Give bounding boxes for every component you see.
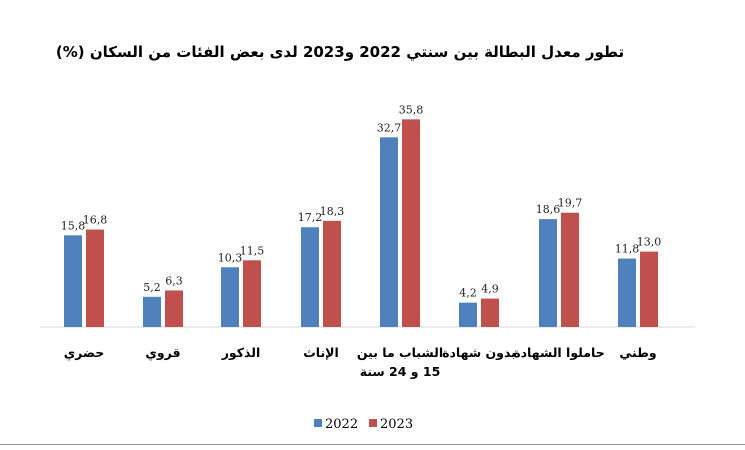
data-label-2022-4: 32,7 xyxy=(377,121,402,134)
bar-2023-6 xyxy=(561,212,579,327)
category-label-6: حاملوا الشهادة xyxy=(513,345,604,360)
bar-2022-7 xyxy=(618,258,636,327)
data-label-2022-3: 17,2 xyxy=(298,211,323,224)
legend-label-2022: 2022 xyxy=(325,417,358,432)
bar-2023-1 xyxy=(165,290,183,327)
data-label-2023-1: 6,3 xyxy=(165,274,183,287)
bar-2023-2 xyxy=(243,260,261,327)
bar-2023-7 xyxy=(640,251,658,327)
footer-rule xyxy=(0,444,745,445)
category-label-2: الذكور xyxy=(221,345,261,360)
data-label-2022-1: 5,2 xyxy=(143,281,161,294)
data-label-2022-0: 15,8 xyxy=(61,219,86,232)
data-label-2023-3: 18,3 xyxy=(320,205,345,218)
legend-label-2023: 2023 xyxy=(380,417,413,432)
data-label-2023-7: 13,0 xyxy=(637,236,662,249)
data-label-2023-4: 35,8 xyxy=(399,103,424,116)
category-label-1: قروي xyxy=(145,345,180,360)
category-label-0: حضري xyxy=(64,345,105,360)
legend: 2022 2023 xyxy=(314,417,413,432)
category-label-3: الإناث xyxy=(303,345,339,360)
bar-2022-6 xyxy=(539,219,557,327)
data-label-2022-6: 18,6 xyxy=(536,203,561,216)
data-label-2023-6: 19,7 xyxy=(558,197,583,210)
bar-2023-3 xyxy=(323,220,341,327)
bars-group: 15,816,8 حضري 5,2 6,3 قروي 10,311,5 الذكور 17,2… xyxy=(61,103,662,379)
data-label-2023-2: 11,5 xyxy=(240,244,265,257)
legend-swatch-2023 xyxy=(369,419,377,427)
bar-2022-3 xyxy=(301,227,319,327)
bar-2022-1 xyxy=(143,296,161,327)
data-label-2023-0: 16,8 xyxy=(83,214,108,227)
data-label-2022-5: 4,2 xyxy=(459,287,477,300)
data-label-2022-2: 10,3 xyxy=(218,251,243,264)
category-label-5: بدون شهادة xyxy=(442,345,516,360)
category-label-4: الشباب ما بين xyxy=(357,345,443,360)
bar-2022-2 xyxy=(221,267,239,327)
category-label-4-line2: 15 و 24 سنة xyxy=(360,364,441,379)
chart-title: تطور معدل البطالة بين سنتي 2022 و2023 لد… xyxy=(56,43,624,61)
bar-2022-4 xyxy=(380,137,398,327)
bar-2023-4 xyxy=(402,119,420,327)
bar-2023-5 xyxy=(481,298,499,327)
data-label-2023-5: 4,9 xyxy=(481,283,499,296)
data-label-2022-7: 11,8 xyxy=(615,243,640,256)
bar-2022-0 xyxy=(64,235,82,327)
legend-swatch-2022 xyxy=(314,419,322,427)
bar-2023-0 xyxy=(86,229,104,327)
category-label-7: وطني xyxy=(619,345,656,360)
bar-2022-5 xyxy=(459,302,477,327)
